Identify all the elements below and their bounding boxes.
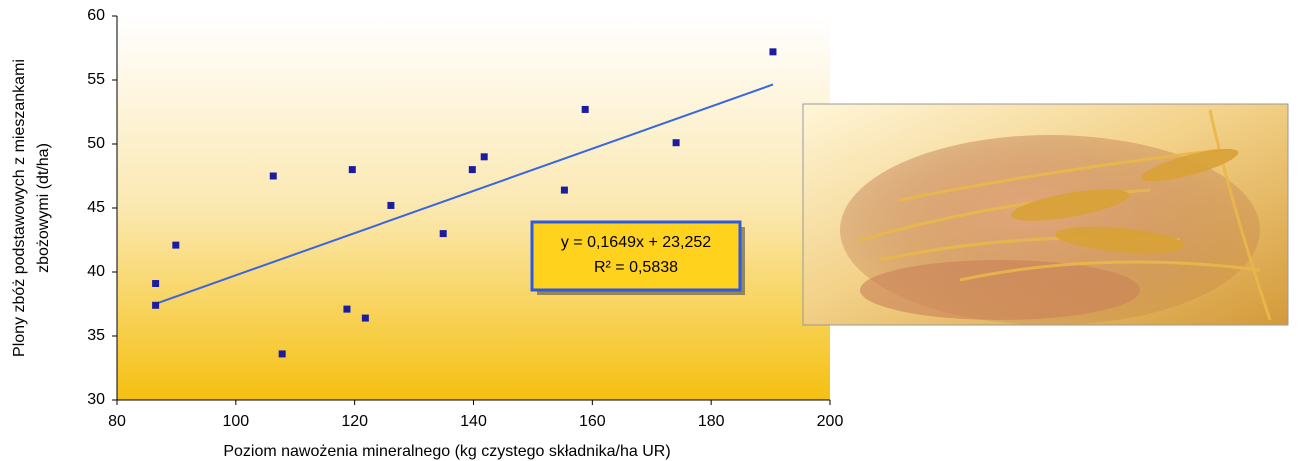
point <box>468 166 476 174</box>
point <box>269 172 277 180</box>
y-tick-label: 60 <box>87 7 105 24</box>
point <box>560 186 568 194</box>
point <box>387 201 395 209</box>
y-axis-title: zbożowymi (dt/ha) <box>35 143 52 273</box>
point <box>278 350 286 358</box>
x-tick-label: 120 <box>341 413 368 430</box>
y-axis-title: Plony zbóż podstawowych z mieszankami <box>11 59 28 357</box>
point <box>769 48 777 56</box>
point <box>672 139 680 147</box>
y-tick-label: 50 <box>87 135 105 152</box>
y-tick-label: 40 <box>87 263 105 280</box>
x-tick-label: 160 <box>579 413 606 430</box>
equation: y = 0,1649x + 23,252 <box>561 234 711 251</box>
photo <box>803 104 1288 325</box>
chart: 30 35 40 45 50 55 60 80 100 120 140 160 180 200 <box>87 7 843 430</box>
point <box>361 314 369 322</box>
plot-area <box>117 16 830 400</box>
point <box>152 280 160 288</box>
point <box>343 305 351 313</box>
point <box>480 153 488 161</box>
point <box>152 301 160 309</box>
photo-border <box>802 103 1289 326</box>
y-tick-label: 30 <box>87 391 105 408</box>
point <box>348 166 356 174</box>
x-axis-title: Poziom nawożenia mineralnego (kg czysteg… <box>223 443 670 460</box>
y-tick-label: 55 <box>87 71 105 88</box>
point <box>581 105 589 113</box>
r-squared: R² = 0,5838 <box>594 259 678 276</box>
point <box>172 241 180 249</box>
point <box>439 230 447 238</box>
x-tick-label: 140 <box>460 413 487 430</box>
trendline <box>155 83 774 305</box>
y-tick-label: 35 <box>87 327 105 344</box>
equation-box <box>530 220 742 292</box>
x-tick-label: 180 <box>698 413 725 430</box>
x-tick-label: 100 <box>222 413 249 430</box>
y-tick-label: 45 <box>87 199 105 216</box>
x-tick-label: 80 <box>108 413 126 430</box>
x-tick-label: 200 <box>817 413 844 430</box>
